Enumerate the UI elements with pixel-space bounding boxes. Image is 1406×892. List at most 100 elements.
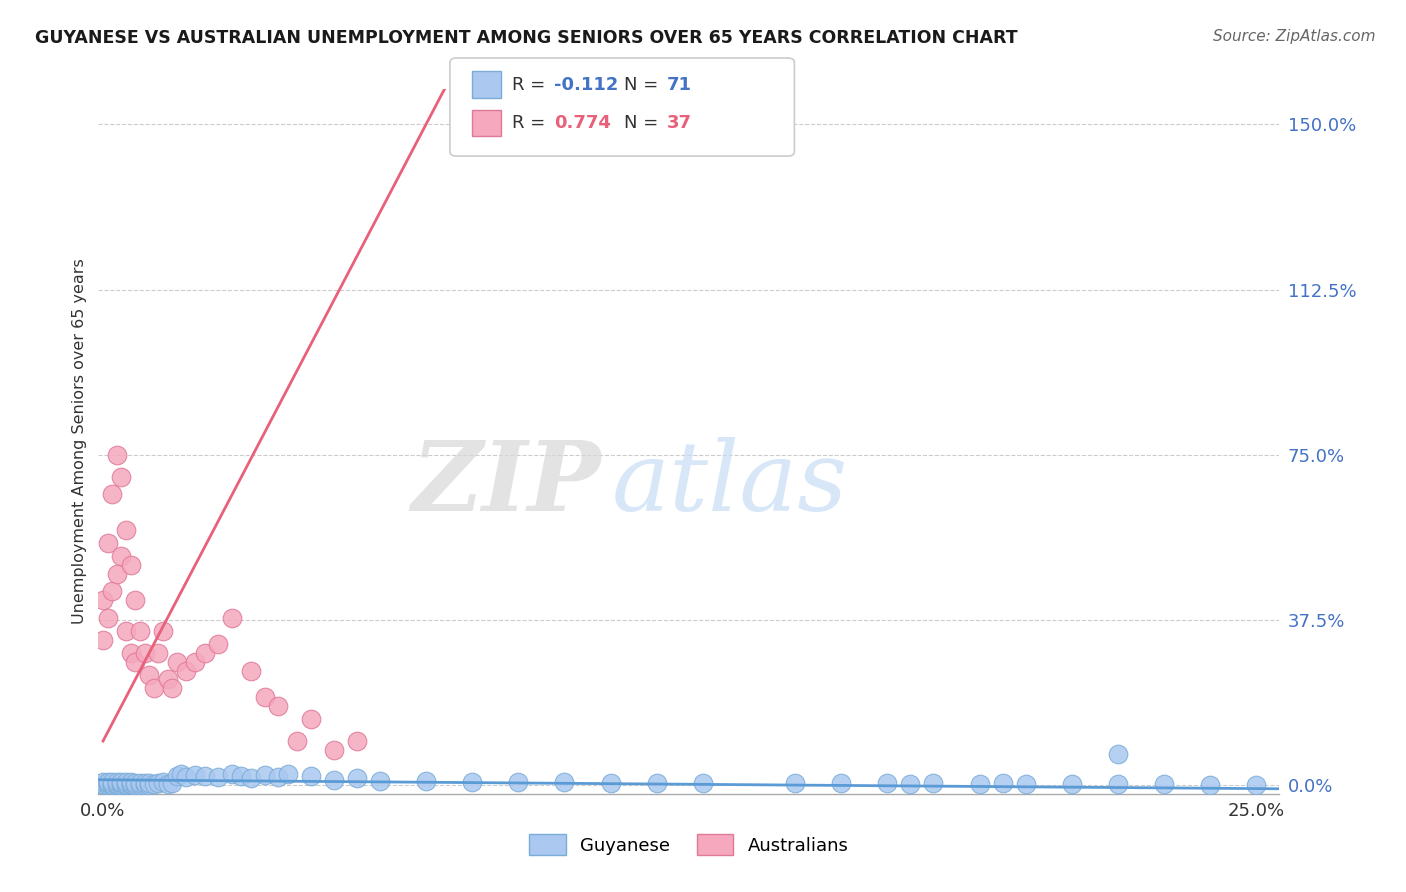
Point [1153,777,1175,791]
Point [138,778,160,792]
Point [508,775,530,789]
Point [253,768,276,782]
Point [134,646,156,660]
Text: GUYANESE VS AUSTRALIAN UNEMPLOYMENT AMONG SENIORS OVER 65 YEARS CORRELATION CHAR: GUYANESE VS AUSTRALIAN UNEMPLOYMENT AMON… [35,29,1018,46]
Point [105,777,128,791]
Point [239,772,262,786]
Point [922,776,945,790]
Point [115,624,138,638]
Text: atlas: atlas [612,437,848,531]
Point [142,777,165,791]
Point [110,776,132,790]
Point [91,775,114,789]
Point [207,637,229,651]
Point [124,655,146,669]
Point [783,776,806,790]
Text: N =: N = [624,114,664,132]
Point [101,584,124,599]
Point [553,775,575,789]
Point [285,734,308,748]
Point [645,776,668,790]
Point [267,698,290,713]
Point [193,646,215,660]
Point [156,673,179,687]
Point [162,681,183,696]
Point [368,773,391,788]
Point [1060,777,1083,791]
Point [110,469,132,483]
Point [322,772,344,787]
Point [1107,777,1129,791]
Point [415,773,437,788]
Point [277,767,299,781]
Point [138,668,160,682]
Point [91,778,114,792]
Text: 0.774: 0.774 [554,114,610,132]
Point [142,681,165,696]
Point [105,448,128,462]
Point [97,778,120,792]
Point [105,778,128,792]
Point [97,776,120,790]
Point [97,774,120,789]
Point [346,772,368,786]
Point [120,778,142,792]
Point [134,778,156,792]
Point [115,777,138,791]
Point [148,776,170,790]
Point [599,776,621,790]
Point [346,734,368,748]
Text: Source: ZipAtlas.com: Source: ZipAtlas.com [1212,29,1375,44]
Legend: Guyanese, Australians: Guyanese, Australians [522,827,856,863]
Point [174,770,197,784]
Point [231,769,253,783]
Point [101,487,124,501]
Point [110,778,132,792]
Point [1107,747,1129,762]
Point [115,778,138,792]
Text: 71: 71 [666,76,692,94]
Point [148,646,170,660]
Point [253,690,276,704]
Point [239,664,262,678]
Point [110,549,132,563]
Point [991,776,1014,790]
Point [900,777,922,791]
Point [876,776,898,790]
Point [91,777,114,791]
Point [184,768,207,782]
Point [152,624,174,638]
Text: -0.112: -0.112 [554,76,619,94]
Point [299,769,322,783]
Point [156,777,179,791]
Point [91,593,114,607]
Text: R =: R = [512,114,551,132]
Y-axis label: Unemployment Among Seniors over 65 years: Unemployment Among Seniors over 65 years [72,259,87,624]
Text: 37: 37 [666,114,692,132]
Point [138,776,160,790]
Point [166,769,188,783]
Point [101,777,124,791]
Point [221,767,243,781]
Point [174,664,197,678]
Point [115,775,138,789]
Point [97,610,120,624]
Point [299,712,322,726]
Point [101,775,124,789]
Point [1199,778,1222,792]
Point [124,593,146,607]
Point [170,767,193,781]
Text: R =: R = [512,76,551,94]
Point [91,632,114,647]
Point [322,743,344,757]
Text: ZIP: ZIP [411,437,600,531]
Point [120,558,142,572]
Point [461,774,484,789]
Point [110,775,132,789]
Point [1246,778,1268,792]
Point [267,770,290,784]
Point [124,776,146,790]
Point [166,655,188,669]
Point [105,775,128,789]
Point [193,769,215,783]
